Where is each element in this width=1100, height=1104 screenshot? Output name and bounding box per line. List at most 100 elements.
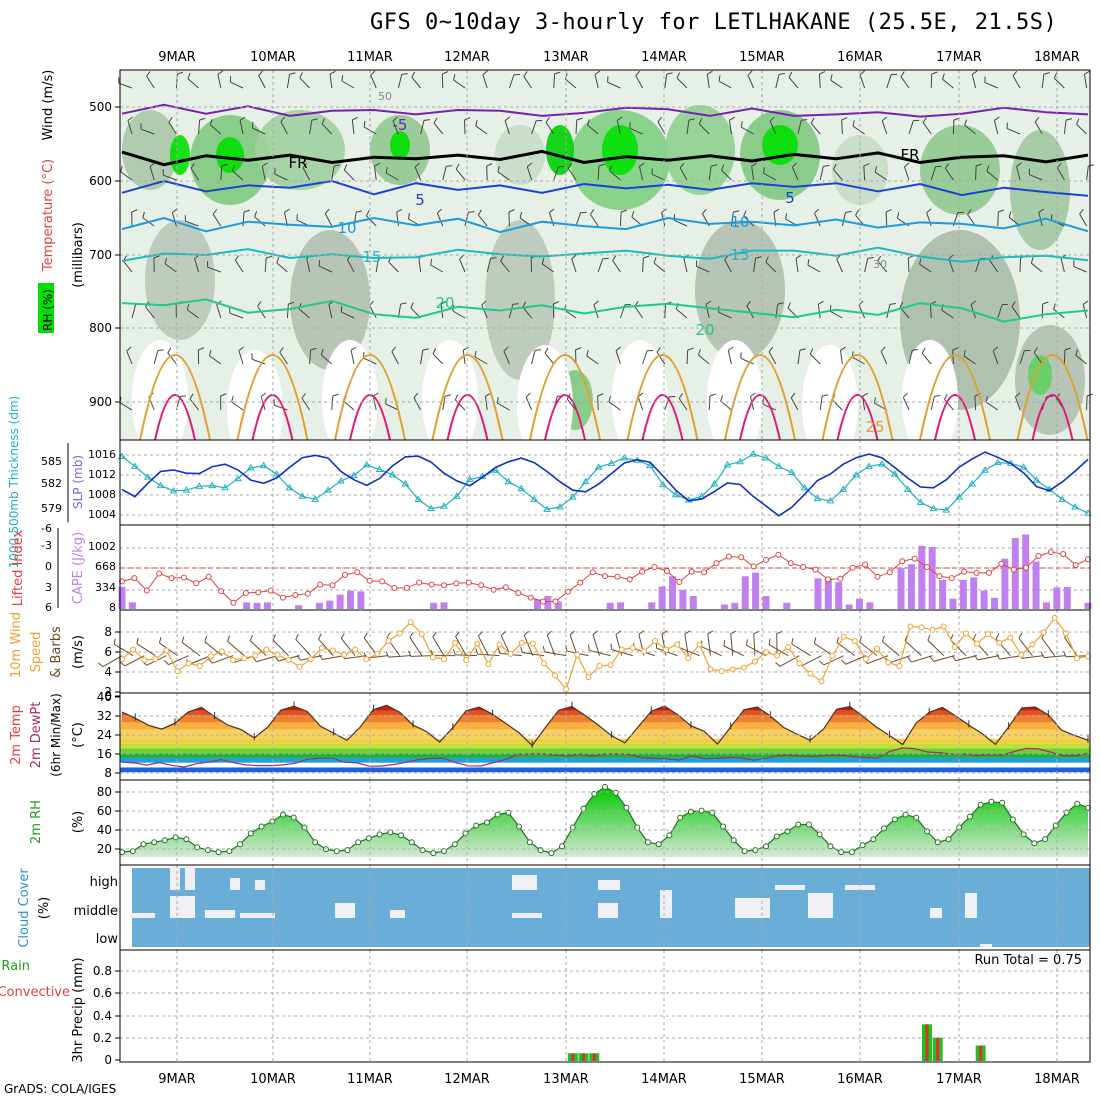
rh-line-marker: [399, 833, 404, 838]
upper-air-ytick-label: 700: [89, 248, 112, 262]
middle-cloud-bar: [390, 910, 405, 918]
cape-bar: [1022, 535, 1029, 610]
wind-speed-line-marker: [464, 657, 469, 662]
lifted-index-line-marker: [355, 570, 360, 575]
wind-speed-line-marker: [253, 653, 258, 658]
rh-line-marker: [527, 840, 532, 845]
lifted-index-line-marker: [243, 591, 248, 596]
contour-label: 5: [415, 191, 425, 209]
wind-speed-line-marker: [675, 642, 680, 647]
middle-cloud-bar: [170, 896, 195, 918]
rh-units-label: (%): [71, 811, 86, 834]
lifted-index-line-marker: [739, 555, 744, 560]
middle-cloud-bar: [240, 913, 275, 918]
lifted-index-line-marker: [404, 585, 409, 590]
lifted-index-line-marker: [949, 576, 954, 581]
cape-axis-label: CAPE (J/kg): [71, 532, 86, 604]
speed-axis-label: Speed: [29, 632, 44, 673]
minmax-axis-label: (6hr Min/Max): [49, 693, 63, 777]
wind-speed-line-marker: [519, 640, 524, 645]
rh-line-marker: [603, 784, 608, 789]
lifted-index-line-marker: [986, 570, 991, 575]
wind-speed-line-marker: [264, 647, 269, 652]
top-date-label: 17MAR: [936, 50, 982, 65]
wind-speed-line-marker: [1041, 630, 1046, 635]
lifted-index-line-marker: [181, 575, 186, 580]
surface-wind-barb: [137, 638, 155, 656]
lifted-index-line-marker: [1024, 565, 1029, 570]
precip-convective-bar: [936, 1038, 939, 1061]
lifted-index-line-marker: [479, 583, 484, 588]
cape-bar: [960, 580, 967, 609]
lifted-index-line-marker: [1036, 554, 1041, 559]
wind-speed-line-marker: [242, 656, 247, 661]
rh-line-marker: [903, 812, 908, 817]
rh-line-marker: [560, 844, 565, 849]
high-cloud-bar: [185, 865, 195, 890]
slp-ytick-label: 1008: [88, 488, 116, 501]
surface-wind-barb: [928, 635, 944, 656]
high-cloud-bar: [255, 880, 265, 890]
temp2m-ytick-label: 8: [104, 766, 112, 780]
rh-line-marker: [248, 831, 253, 836]
contour-label: 20: [695, 321, 714, 339]
dry-surface-region: [517, 345, 573, 465]
cloud-units-label: (%): [37, 897, 52, 920]
wind-speed-line-marker: [153, 657, 158, 662]
wind-speed-line-marker: [697, 642, 702, 647]
wind-speed-line-marker: [386, 639, 391, 644]
lifted-index-line-marker: [590, 570, 595, 575]
li-ytick-label: 0: [45, 560, 52, 573]
bottom-date-label: 12MAR: [444, 1072, 490, 1087]
lifted-index-line-marker: [937, 574, 942, 579]
surface-wind-barb: [724, 640, 744, 656]
upper-air-ytick-label: 900: [89, 395, 112, 409]
rh-shade-region: [695, 220, 785, 360]
cape-bar: [949, 599, 956, 609]
surface-wind-barb: [521, 647, 544, 656]
lifted-index-line-marker: [491, 587, 496, 592]
wind-speed-line-marker: [231, 657, 236, 662]
lifted-index-line-marker: [367, 578, 372, 583]
wind-speed-line-marker: [730, 667, 735, 672]
middle-cloud-bar: [930, 908, 942, 918]
wind-speed-line-marker: [652, 639, 657, 644]
cape-bar: [669, 576, 676, 609]
top-date-label: 16MAR: [837, 50, 883, 65]
thickness-ytick-label: 579: [41, 502, 62, 515]
dewpt-axis-label: 2m DewPt: [29, 702, 44, 769]
lifted-index-line-marker: [801, 565, 806, 570]
middle-cloud-bar: [205, 910, 235, 918]
upper-air-ytick-label: 600: [89, 174, 112, 188]
rh-line-marker: [764, 844, 769, 849]
wind-speed-line-marker: [908, 624, 913, 629]
cape-bar: [742, 576, 749, 609]
lifted-index-line-marker: [268, 588, 273, 593]
contour-label: 50: [378, 90, 392, 103]
li-ytick-label: -6: [41, 522, 52, 535]
rh-line-marker: [377, 832, 382, 837]
temp2m-ytick-label: 16: [97, 747, 112, 761]
lifted-index-line-marker: [850, 565, 855, 570]
precip-convective-bar: [979, 1045, 982, 1061]
surface-wind-barb: [250, 635, 266, 656]
cape-bar: [846, 605, 853, 609]
rh-line-marker: [216, 850, 221, 855]
lifted-index-line-marker: [132, 576, 137, 581]
wind-speed-line-marker: [1019, 652, 1024, 657]
middle-cloud-bar: [598, 903, 618, 918]
rh-line-marker: [967, 814, 972, 819]
surface-wind-barb: [387, 633, 400, 656]
precip-ytick-label: 0: [104, 1053, 112, 1067]
wind-speed-line-marker: [408, 620, 413, 625]
wind-speed-line-marker: [630, 645, 635, 650]
lifted-index-line-marker: [764, 557, 769, 562]
rh-line-marker: [291, 815, 296, 820]
rh-line-marker: [313, 840, 318, 845]
dry-surface-region: [132, 340, 188, 460]
lifted-index-line-marker: [553, 599, 558, 604]
temp-band: [120, 758, 1090, 763]
rh-line-marker: [205, 848, 210, 853]
lifted-index-line-marker: [380, 579, 385, 584]
cape-bar: [690, 596, 697, 609]
